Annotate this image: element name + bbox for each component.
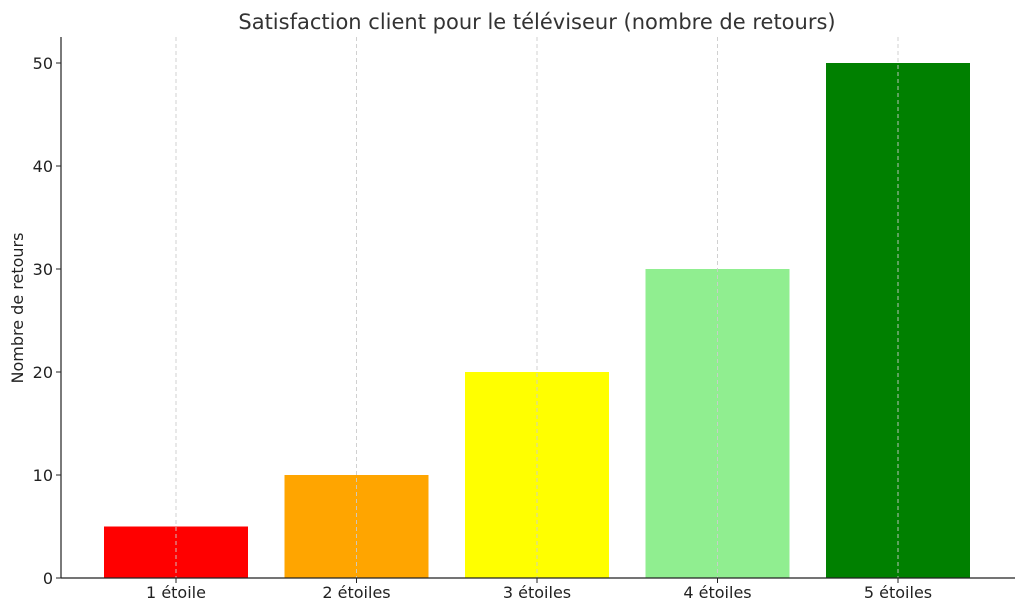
- x-tick-label-4: 4 étoiles: [683, 583, 751, 602]
- y-tick-label-40: 40: [33, 157, 53, 176]
- x-tick-label-1: 1 étoile: [146, 583, 206, 602]
- x-tick-label-3: 3 étoiles: [503, 583, 571, 602]
- y-tick-label-10: 10: [33, 466, 53, 485]
- chart-title: Satisfaction client pour le téléviseur (…: [238, 10, 835, 34]
- x-tick-label-5: 5 étoiles: [864, 583, 932, 602]
- y-tick-label-50: 50: [33, 54, 53, 73]
- x-tick-label-2: 2 étoiles: [322, 583, 390, 602]
- y-ticks: 0 10 20 30 40 50: [33, 54, 61, 588]
- y-tick-label-20: 20: [33, 363, 53, 382]
- axes: [60, 37, 1015, 579]
- x-ticks: 1 étoile 2 étoiles 3 étoiles 4 étoiles 5 éto…: [146, 578, 932, 602]
- grid-lines-front: [175, 37, 899, 578]
- y-tick-label-30: 30: [33, 260, 53, 279]
- y-axis-label: Nombre de retours: [8, 233, 27, 384]
- y-tick-label-0: 0: [43, 569, 53, 588]
